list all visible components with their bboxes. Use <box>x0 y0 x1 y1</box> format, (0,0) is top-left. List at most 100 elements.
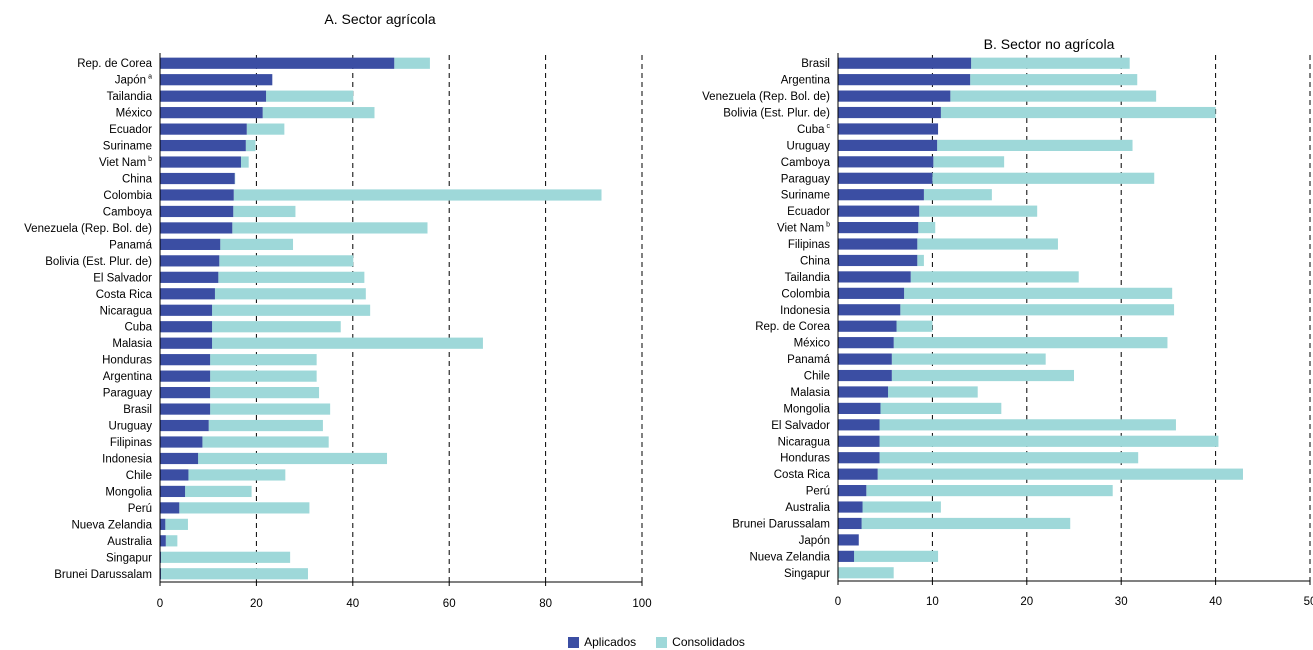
bar-consolidados <box>219 255 354 267</box>
bar-aplicados <box>160 502 180 514</box>
bar-aplicados <box>838 57 972 69</box>
category-label: Uruguay <box>109 421 153 433</box>
category-label: Uruguay <box>787 140 831 152</box>
category-label: Costa Rica <box>774 469 831 481</box>
bar-consolidados <box>854 550 939 562</box>
bar-consolidados <box>210 370 317 382</box>
panel-a-sector-agricola: A. Sector agrícola Rep. de Corea Japón a Tai… <box>24 11 651 610</box>
bar-consolidados <box>877 468 1243 480</box>
bar-aplicados <box>160 370 211 382</box>
bar-aplicados <box>838 337 894 349</box>
bar-consolidados <box>866 485 1113 497</box>
x-tick-label: 20 <box>250 598 263 610</box>
bar-consolidados <box>220 238 294 250</box>
category-label: México <box>116 108 152 120</box>
category-label: Singapur <box>784 568 830 580</box>
bar-consolidados <box>262 107 375 119</box>
bar-consolidados <box>932 172 1155 184</box>
bar-consolidados <box>937 139 1133 151</box>
category-label: China <box>800 255 831 267</box>
bar-consolidados <box>246 123 285 135</box>
bar-consolidados <box>838 567 894 579</box>
bar-consolidados <box>218 271 365 283</box>
bar-aplicados <box>160 205 234 218</box>
category-label: Costa Rica <box>96 289 153 301</box>
panel-b-sector-no-agricola: B. Sector no agrícola Brasil Argentina Vene… <box>702 36 1313 608</box>
bar-consolidados <box>879 435 1219 447</box>
bar-aplicados <box>838 238 918 250</box>
x-tick-label: 40 <box>1209 596 1222 608</box>
category-label: Mongolia <box>105 486 152 498</box>
category-label: Australia <box>785 502 830 514</box>
category-label: Honduras <box>780 453 830 465</box>
bar-consolidados <box>165 535 178 547</box>
category-label: Cuba <box>125 322 153 334</box>
bar-aplicados <box>160 172 235 185</box>
bar-aplicados <box>838 320 897 332</box>
bar-aplicados <box>160 469 189 481</box>
bar-aplicados <box>838 172 933 184</box>
category-label: Brunei Darussalam <box>54 569 152 581</box>
legend-swatch-aplicados <box>568 636 580 648</box>
category-label: Chile <box>804 371 830 383</box>
bar-aplicados <box>838 287 905 299</box>
legend-swatch-consolidados <box>656 636 668 648</box>
category-label: Paraguay <box>103 388 152 400</box>
bar-consolidados <box>179 502 310 514</box>
bar-consolidados <box>891 369 1074 382</box>
bar-aplicados <box>838 435 880 447</box>
bar-aplicados <box>838 254 918 267</box>
bar-aplicados <box>838 123 939 135</box>
category-label: Rep. de Corea <box>755 321 830 333</box>
x-tick-label: 60 <box>443 598 456 610</box>
bar-aplicados <box>160 337 213 349</box>
category-label: Bolivia (Est. Plur. de) <box>45 256 152 268</box>
bar-aplicados <box>160 74 273 86</box>
x-tick-label: 40 <box>346 598 359 610</box>
bar-consolidados <box>891 353 1046 365</box>
x-tick-label: 80 <box>539 598 552 610</box>
bar-consolidados <box>214 288 366 300</box>
bar-consolidados <box>208 419 323 432</box>
category-label: Nicaragua <box>100 305 153 317</box>
bar-consolidados <box>923 189 992 201</box>
category-label: Perú <box>806 486 830 498</box>
bar-aplicados <box>838 106 941 119</box>
bar-consolidados <box>233 205 296 218</box>
x-tick-label: 10 <box>926 596 939 608</box>
bar-consolidados <box>879 452 1139 464</box>
category-label: Cuba c <box>797 123 831 136</box>
bar-aplicados <box>838 534 859 546</box>
bar-aplicados <box>160 387 211 399</box>
bar-aplicados <box>160 436 203 448</box>
bar-consolidados <box>970 74 1138 86</box>
bar-consolidados <box>880 402 1002 414</box>
bar-aplicados <box>160 107 263 119</box>
bar-consolidados <box>266 90 354 102</box>
category-label: Colombia <box>781 288 830 300</box>
bar-aplicados <box>838 271 911 283</box>
x-tick-label: 100 <box>632 598 651 610</box>
category-label: Viet Nam b <box>777 222 830 235</box>
category-label: Camboya <box>103 206 153 218</box>
bar-consolidados <box>240 156 249 168</box>
bar-consolidados <box>950 90 1157 102</box>
category-label: Ecuador <box>787 206 830 218</box>
bar-aplicados <box>160 156 241 168</box>
bar-consolidados <box>160 568 308 580</box>
category-label: Brasil <box>801 58 830 70</box>
category-label: Venezuela (Rep. Bol. de) <box>24 223 152 235</box>
bar-consolidados <box>918 222 936 234</box>
category-label: Indonesia <box>780 305 830 317</box>
category-label: Panamá <box>787 354 830 366</box>
bar-aplicados <box>160 419 209 432</box>
bar-aplicados <box>838 189 924 201</box>
bar-aplicados <box>838 386 889 398</box>
bar-aplicados <box>838 304 901 316</box>
bar-consolidados <box>861 517 1071 530</box>
bar-aplicados <box>160 535 166 547</box>
category-label: Bolivia (Est. Plur. de) <box>723 108 830 120</box>
x-tick-label: 50 <box>1304 596 1313 608</box>
bar-consolidados <box>896 320 933 332</box>
